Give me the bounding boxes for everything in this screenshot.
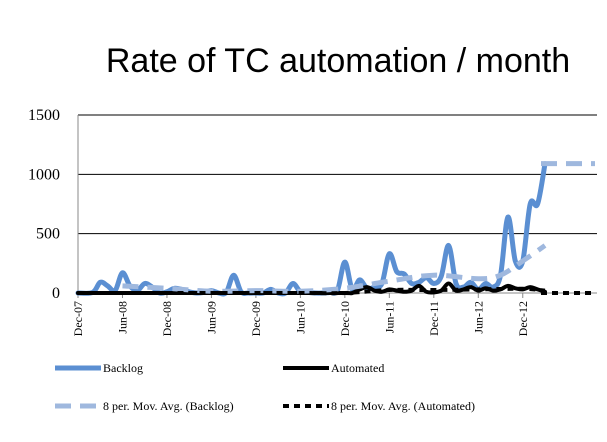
x-tick-label: Jun-11: [382, 301, 396, 333]
y-tick-label: 0: [52, 285, 60, 302]
y-tick-label: 1000: [28, 166, 60, 183]
x-tick-label: Jun-10: [293, 301, 307, 334]
x-tick-label: Jun-12: [471, 301, 485, 334]
x-tick-label: Dec-10: [338, 301, 352, 336]
chart-title: Rate of TC automation / month: [106, 42, 570, 80]
legend: Backlog Automated 8 per. Mov. Avg. (Backlo…: [55, 361, 475, 413]
series-mov-avg-automated-line: [122, 286, 546, 296]
legend-label: Automated: [331, 361, 384, 375]
legend-label: Backlog: [103, 361, 143, 375]
x-tick-label: Dec-07: [71, 301, 85, 336]
gridlines: [78, 114, 597, 235]
y-tick-label: 1500: [28, 107, 60, 124]
legend-label: 8 per. Mov. Avg. (Automated): [331, 399, 475, 413]
x-tick-label: Dec-08: [160, 301, 174, 336]
y-tick-label: 500: [36, 226, 60, 243]
series-lines: [75, 161, 595, 297]
x-tick-label: Dec-12: [516, 301, 530, 336]
series-mov-avg-backlog-line: [122, 243, 547, 294]
series-backlog-line: [75, 161, 548, 297]
x-tick-label: Dec-11: [427, 301, 441, 336]
x-tick-label: Jun-09: [204, 301, 218, 334]
x-tick-label: Jun-08: [115, 301, 129, 334]
x-tick-label: Dec-09: [249, 301, 263, 336]
legend-label: 8 per. Mov. Avg. (Backlog): [103, 399, 234, 413]
axes: 0 500 1000 1500 Dec-07 Jun-08 Dec-08 Jun-09 Dec-…: [28, 107, 597, 336]
